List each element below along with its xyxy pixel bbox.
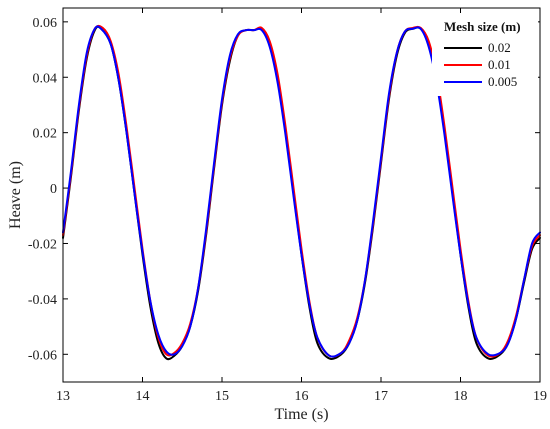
ticks-layer: 13 14 15 16 17 18 19 -0.06 -0.04 -0.02 0 0.02 0.04 0.… <box>28 8 547 404</box>
legend-title: Mesh size (m) <box>444 19 521 34</box>
x-tick-label: 17 <box>374 389 388 404</box>
x-tick-label: 19 <box>533 389 547 404</box>
legend-label-0.02: 0.02 <box>488 40 511 55</box>
y-tick-label: -0.02 <box>28 237 57 252</box>
series-line-0.005 <box>62 25 541 358</box>
y-tick-label: 0.02 <box>33 127 58 142</box>
x-tick-label: 16 <box>295 389 309 404</box>
y-tick-label: -0.04 <box>28 293 57 308</box>
y-tick-label: 0.04 <box>33 71 58 86</box>
legend-items: 0.02 0.01 0.005 <box>444 40 517 89</box>
legend-label-0.005: 0.005 <box>488 74 517 89</box>
x-tick-label: 13 <box>56 389 70 404</box>
y-tick-label: 0.06 <box>33 16 58 31</box>
y-tick-label: 0 <box>50 182 57 197</box>
x-tick-label: 18 <box>454 389 468 404</box>
y-axis-label: Heave (m) <box>7 161 24 229</box>
x-tick-label: 14 <box>136 389 150 404</box>
legend-label-0.01: 0.01 <box>488 57 511 72</box>
y-tick-label: -0.06 <box>28 348 57 363</box>
legend: Mesh size (m) 0.02 0.01 0.005 <box>432 14 538 96</box>
x-axis-label: Time (s) <box>274 406 328 423</box>
x-tick-label: 15 <box>215 389 229 404</box>
series-layer <box>62 24 541 361</box>
